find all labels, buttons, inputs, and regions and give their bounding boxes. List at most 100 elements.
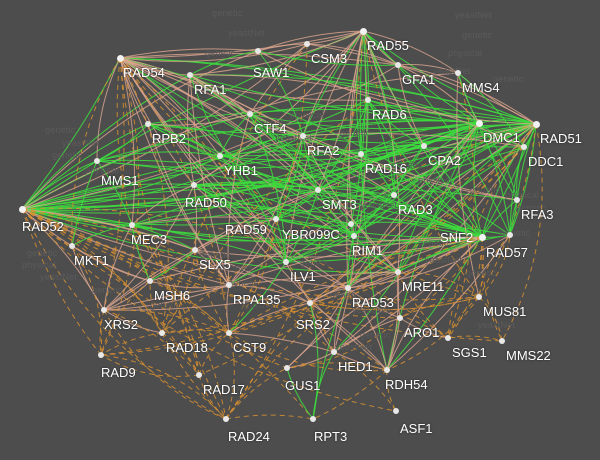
graph-node-gus1[interactable] xyxy=(284,365,290,371)
graph-node-ctf4[interactable] xyxy=(247,111,253,117)
node-label-gus1[interactable]: GUS1 xyxy=(285,378,321,393)
node-label-rad51[interactable]: RAD51 xyxy=(540,131,582,146)
graph-node-ilv1[interactable] xyxy=(283,259,289,265)
graph-node-ddc1[interactable] xyxy=(521,144,527,150)
graph-node-rad9[interactable] xyxy=(98,352,104,358)
node-label-rad54[interactable]: RAD54 xyxy=(123,65,165,80)
graph-node-mms4[interactable] xyxy=(455,70,461,76)
node-label-rad9[interactable]: RAD9 xyxy=(101,365,136,380)
node-label-csm3[interactable]: CSM3 xyxy=(311,51,348,66)
graph-node-srs2[interactable] xyxy=(307,300,313,306)
graph-node-aro1[interactable] xyxy=(397,315,403,321)
graph-node-rpb2[interactable] xyxy=(145,121,151,127)
graph-node-saw1[interactable] xyxy=(255,48,261,54)
node-label-snf2[interactable]: SNF2 xyxy=(440,230,474,245)
node-label-mms22[interactable]: MMS22 xyxy=(506,348,551,363)
graph-node-rad59[interactable] xyxy=(273,216,279,222)
graph-node-rfa2[interactable] xyxy=(300,133,306,139)
node-label-ilv1[interactable]: ILV1 xyxy=(290,269,316,284)
node-label-rad53[interactable]: RAD53 xyxy=(352,295,394,310)
graph-node-rfa1[interactable] xyxy=(187,72,193,78)
graph-node-rad55[interactable] xyxy=(359,27,367,35)
node-label-mre11[interactable]: MRE11 xyxy=(402,279,445,294)
node-label-srs2[interactable]: SRS2 xyxy=(296,317,330,332)
node-label-rad17[interactable]: RAD17 xyxy=(203,382,245,397)
node-label-ddc1[interactable]: DDC1 xyxy=(528,154,564,169)
graph-node-rad6[interactable] xyxy=(365,97,371,103)
graph-node-smt3[interactable] xyxy=(315,187,321,193)
node-label-rad59[interactable]: RAD59 xyxy=(225,222,267,237)
graph-node-rpa135[interactable] xyxy=(226,282,232,288)
graph-node-xrs2[interactable] xyxy=(101,307,107,313)
graph-node-slx5[interactable] xyxy=(192,247,198,253)
graph-node-csm3[interactable] xyxy=(304,41,310,47)
node-label-rad16[interactable]: RAD16 xyxy=(365,161,407,176)
node-label-xrs2[interactable]: XRS2 xyxy=(104,317,138,332)
graph-node-mec3[interactable] xyxy=(129,222,135,228)
node-label-mms4[interactable]: MMS4 xyxy=(462,80,500,95)
node-label-hed1[interactable]: HED1 xyxy=(338,359,373,374)
node-label-rpa135[interactable]: RPA135 xyxy=(233,292,281,307)
node-label-rim1[interactable]: RIM1 xyxy=(352,243,384,258)
node-label-rad18[interactable]: RAD18 xyxy=(166,340,208,355)
graph-node-sgs1[interactable] xyxy=(445,335,451,341)
graph-node-rad50[interactable] xyxy=(191,182,197,188)
graph-node-yhb1[interactable] xyxy=(217,153,223,159)
node-label-rad57[interactable]: RAD57 xyxy=(486,245,528,260)
graph-node-rad18[interactable] xyxy=(159,330,165,336)
graph-node-rad53[interactable] xyxy=(345,285,351,291)
node-label-mec3[interactable]: MEC3 xyxy=(131,232,168,247)
node-label-asf1[interactable]: ASF1 xyxy=(400,421,433,436)
node-label-smt3[interactable]: SMT3 xyxy=(322,197,357,212)
node-label-rad52[interactable]: RAD52 xyxy=(22,219,64,234)
node-label-rad3[interactable]: RAD3 xyxy=(398,202,433,217)
graph-node-rad17[interactable] xyxy=(196,372,202,378)
graph-node-rim1[interactable] xyxy=(351,233,357,239)
graph-node-cpa2[interactable] xyxy=(421,143,427,149)
node-label-cpa2[interactable]: CPA2 xyxy=(428,153,461,168)
node-label-aro1[interactable]: ARO1 xyxy=(404,325,440,340)
node-label-msh6[interactable]: MSH6 xyxy=(154,288,191,303)
graph-node-mms1[interactable] xyxy=(94,158,100,164)
node-label-rfa3[interactable]: RFA3 xyxy=(521,207,554,222)
graph-node-msh6[interactable] xyxy=(147,278,153,284)
graph-node-rad24[interactable] xyxy=(223,416,229,422)
graph-node-dmc1[interactable] xyxy=(475,119,483,127)
node-label-rdh54[interactable]: RDH54 xyxy=(385,377,428,392)
node-label-cst9[interactable]: CST9 xyxy=(233,340,267,355)
node-label-rad24[interactable]: RAD24 xyxy=(228,429,270,444)
node-label-rpb2[interactable]: RPB2 xyxy=(152,131,186,146)
node-label-rfa1[interactable]: RFA1 xyxy=(194,82,227,97)
graph-node-rad57[interactable] xyxy=(507,232,513,238)
graph-node-mkt1[interactable] xyxy=(69,243,75,249)
graph-node-asf1[interactable] xyxy=(393,408,399,414)
graph-node-cst9[interactable] xyxy=(226,330,232,336)
node-label-slx5[interactable]: SLX5 xyxy=(199,257,231,272)
node-label-gfa1[interactable]: GFA1 xyxy=(402,72,436,87)
graph-node-rad16[interactable] xyxy=(358,151,364,157)
graph-node-snf2[interactable] xyxy=(478,233,486,241)
node-label-dmc1[interactable]: DMC1 xyxy=(483,130,520,145)
node-label-mms1[interactable]: MMS1 xyxy=(101,173,139,188)
graph-node-mms22[interactable] xyxy=(499,338,505,344)
graph-node-rdh54[interactable] xyxy=(384,367,390,373)
node-label-rfa2[interactable]: RFA2 xyxy=(307,143,340,158)
node-label-ctf4[interactable]: CTF4 xyxy=(254,121,287,136)
graph-node-gfa1[interactable] xyxy=(395,62,401,68)
node-label-rpt3[interactable]: RPT3 xyxy=(314,429,348,444)
node-label-rad6[interactable]: RAD6 xyxy=(372,107,407,122)
graph-node-mre11[interactable] xyxy=(395,269,401,275)
node-label-sgs1[interactable]: SGS1 xyxy=(452,345,487,360)
graph-node-rad54[interactable] xyxy=(116,54,124,62)
node-label-rad50[interactable]: RAD50 xyxy=(185,195,227,210)
graph-node-hed1[interactable] xyxy=(331,349,337,355)
graph-node-rpt3[interactable] xyxy=(310,416,316,422)
node-label-rad55[interactable]: RAD55 xyxy=(367,38,409,53)
node-label-saw1[interactable]: SAW1 xyxy=(253,65,290,80)
graph-node-rad52[interactable] xyxy=(18,205,26,213)
graph-node-mus81[interactable] xyxy=(476,294,482,300)
node-label-mkt1[interactable]: MKT1 xyxy=(74,253,109,268)
node-label-mus81[interactable]: MUS81 xyxy=(483,304,527,319)
graph-node-rfa3[interactable] xyxy=(514,197,520,203)
